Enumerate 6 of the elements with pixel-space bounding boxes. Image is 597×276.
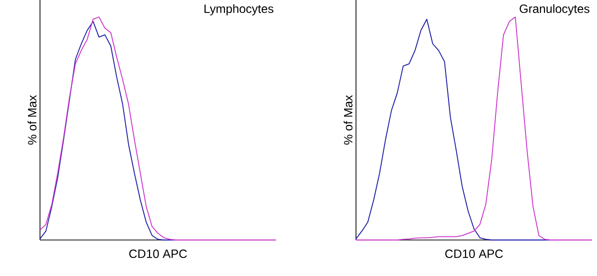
y-axis-title: % of Max <box>28 95 36 145</box>
chart-title: Granulocytes <box>520 4 590 16</box>
chart-title: Lymphocytes <box>204 4 274 16</box>
y-axis-title: % of Max <box>344 95 352 145</box>
x-axis-title: CD10 APC <box>129 250 187 258</box>
x-axis-title: CD10 APC <box>445 250 503 258</box>
